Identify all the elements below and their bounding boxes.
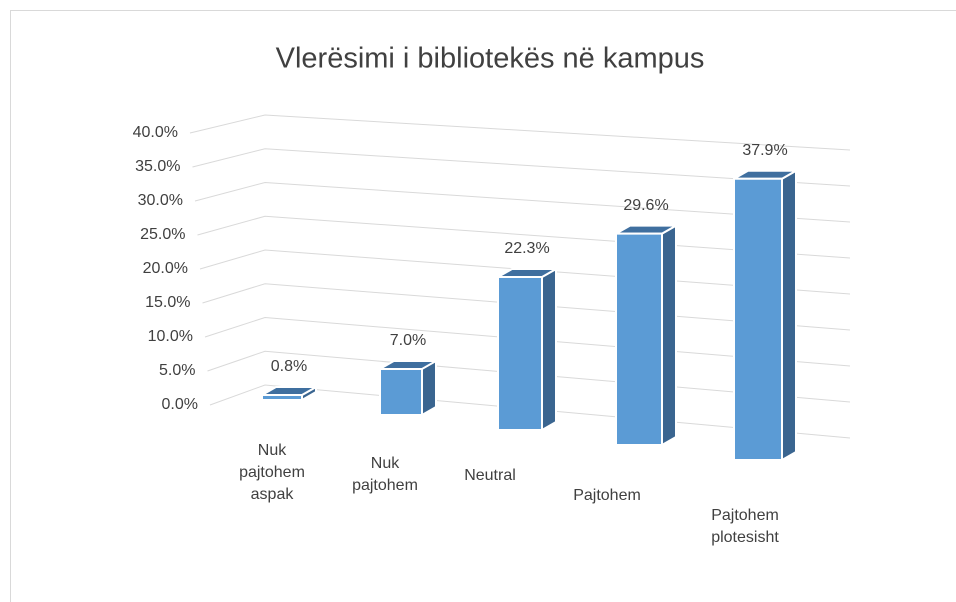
bar (615, 224, 677, 446)
y-tick-label: 20.0% (143, 260, 188, 277)
data-label: 0.8% (271, 358, 307, 375)
y-tick-label: 15.0% (145, 294, 190, 311)
y-tick-label: 30.0% (138, 192, 183, 209)
bar (261, 385, 317, 401)
data-label: 7.0% (390, 332, 426, 349)
x-tick-label: Nuk pajtohem aspak (239, 442, 305, 503)
y-tick-label: 10.0% (148, 328, 193, 345)
bar (379, 359, 437, 416)
grid-line (192, 148, 851, 187)
bar (497, 268, 557, 431)
chart-title: Vlerësimi i bibliotekës në kampus (276, 43, 705, 75)
data-label: 29.6% (623, 197, 668, 214)
bar-side (661, 224, 677, 446)
grid-line (194, 181, 851, 223)
bar (733, 169, 797, 461)
bar-side (541, 268, 557, 431)
bar-front (497, 276, 543, 431)
y-tick-label: 5.0% (159, 362, 195, 379)
x-tick-label: Nuk pajtohem (352, 455, 418, 494)
bar-side (781, 169, 797, 461)
data-label: 37.9% (742, 142, 787, 159)
x-tick-label: Pajtohem plotesisht (711, 507, 779, 546)
x-tick-label: Neutral (464, 467, 516, 484)
data-label: 22.3% (504, 240, 549, 257)
x-tick-label: Pajtohem (573, 487, 641, 504)
y-tick-label: 40.0% (133, 124, 178, 141)
y-tick-label: 0.0% (162, 396, 198, 413)
bar-front (379, 367, 423, 416)
y-tick-label: 25.0% (140, 226, 185, 243)
bar-front (261, 393, 303, 401)
grid-line (189, 114, 851, 151)
bar-front (733, 177, 783, 461)
bar-front (615, 232, 663, 446)
y-tick-label: 35.0% (135, 158, 180, 175)
bar-side (421, 359, 437, 416)
chart-border (10, 10, 956, 602)
